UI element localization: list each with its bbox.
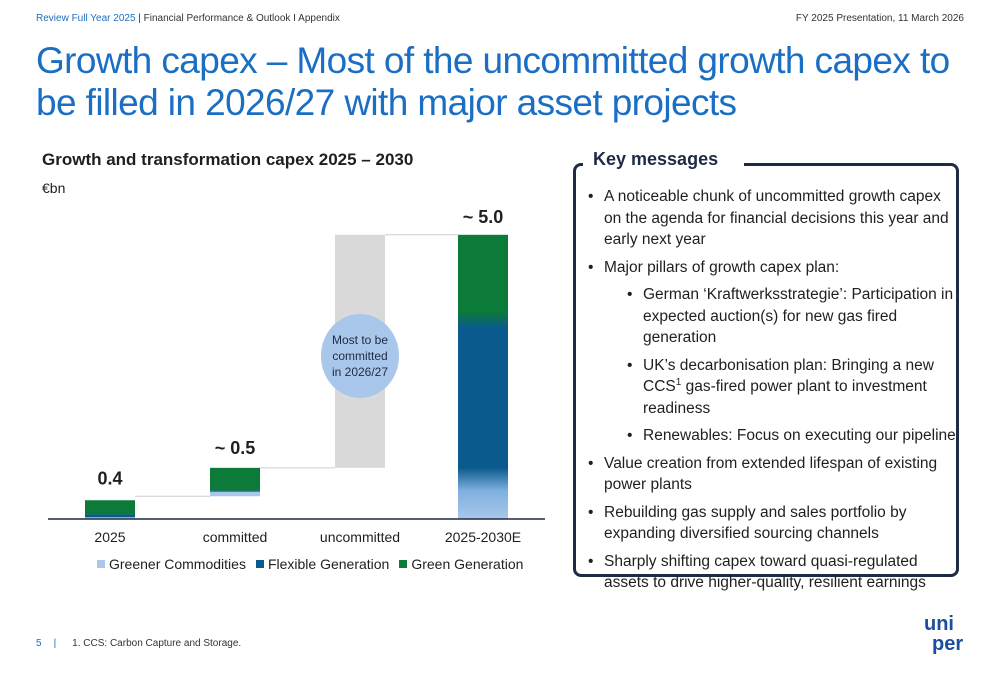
key-message-text: Value creation from extended lifespan of… (604, 454, 938, 494)
legend-label-flexible: Flexible Generation (267, 556, 390, 572)
bar-committed-1 (210, 490, 260, 492)
key-message-item: • A noticeable chunk of uncommitted growt… (588, 188, 949, 248)
page-title: Growth capex – Most of the uncommitted g… (36, 40, 950, 123)
data-label: 0.4 (97, 468, 122, 488)
legend-item-green: Green Generation (399, 556, 523, 572)
data-label: ~ 0.5 (215, 438, 256, 458)
legend-label-green: Green Generation (411, 556, 524, 572)
key-message-subitem: • UK’s decarbonisation plan: Bringing a n… (627, 356, 934, 417)
key-message-item: • Sharply shifting capex toward quasi-reg… (588, 552, 926, 592)
legend-item-greener: Greener Commodities (97, 556, 246, 572)
key-messages-title: Key messages (583, 149, 745, 170)
footnote: 1. CCS: Carbon Capture and Storage. (72, 638, 242, 649)
key-messages-list: • A noticeable chunk of uncommitted growt… (588, 186, 958, 600)
legend-item-flexible: Flexible Generation (255, 556, 390, 572)
chart-unit: €bn (42, 180, 66, 196)
x-tick-label: 2025-2030E (445, 529, 521, 545)
legend-swatch-green (399, 560, 408, 568)
bar-committed-0 (210, 491, 260, 497)
footnote-ref: 1 (675, 376, 682, 388)
header-subsection: | Financial Performance & Outlook I Appe… (135, 13, 340, 24)
key-message-subtext: Renewables: Focus on executing our pipel… (643, 427, 956, 444)
legend-swatch-greener (97, 560, 105, 568)
key-messages-box (573, 163, 959, 577)
uk-plan-post: gas-fired power plant to investment read… (643, 378, 927, 417)
key-message-text: Rebuilding gas supply and sales portfoli… (604, 503, 907, 543)
chart-title: Growth and transformation capex 2025 – 2… (42, 150, 414, 169)
key-message-subitem: • German ‘Kraftwerksstrategie’: Participa… (627, 286, 954, 346)
key-message-text: A noticeable chunk of uncommitted growth… (604, 188, 949, 248)
data-label: ~ 5.0 (463, 207, 504, 227)
legend-label-greener: Greener Commodities (109, 556, 246, 572)
footer-separator: | (53, 638, 57, 649)
key-message-text: Sharply shifting capex toward quasi-regu… (604, 552, 926, 592)
header-section: Review Full Year 2025 (36, 13, 136, 24)
header-date: FY 2025 Presentation, 11 March 2026 (795, 13, 964, 24)
logo-line-2: per (932, 633, 963, 654)
bar-committed-2 (210, 467, 260, 491)
key-message-item: • Value creation from extended lifespan o… (588, 454, 938, 494)
key-message-subtext: German ‘Kraftwerksstrategie’: Participat… (643, 286, 954, 346)
key-message-item: • Major pillars of growth capex plan: (588, 258, 840, 276)
uniper-logo: uni per (924, 613, 963, 654)
chart-legend: Greener Commodities Flexible Generation … (97, 556, 523, 572)
bar-2025-1 (85, 514, 135, 518)
key-message-subitem: • Renewables: Focus on executing our pipe… (627, 427, 956, 444)
page-number: 5 (36, 638, 42, 649)
uk-plan-pre: UK’s decarbonisation plan: Bringing a ne… (643, 356, 934, 396)
bubble-text: Most to be committed in 2026/27 (331, 333, 389, 379)
footer: 5 | 1. CCS: Carbon Capture and Storage. (36, 638, 241, 649)
legend-swatch-flexible (255, 560, 264, 568)
logo-line-1: uni (924, 613, 954, 635)
bar-2025-2 (85, 500, 135, 515)
x-tick-label: 2025 (94, 529, 125, 545)
commitment-bubble: Most to be committed in 2026/27 (321, 314, 399, 398)
x-tick-label: uncommitted (320, 529, 400, 545)
key-message-item: • Rebuilding gas supply and sales portfol… (588, 503, 907, 543)
bar-2025-0 (85, 517, 135, 519)
header-breadcrumb: Review Full Year 2025 | Financial Perfor… (36, 13, 340, 24)
bar-total (458, 234, 508, 520)
x-tick-label: committed (203, 529, 268, 545)
capex-waterfall-chart: 2025 committed uncommitted 2025-2030E 0.4 ~ 0… (48, 207, 545, 545)
key-message-text: Major pillars of growth capex plan: (604, 258, 840, 276)
